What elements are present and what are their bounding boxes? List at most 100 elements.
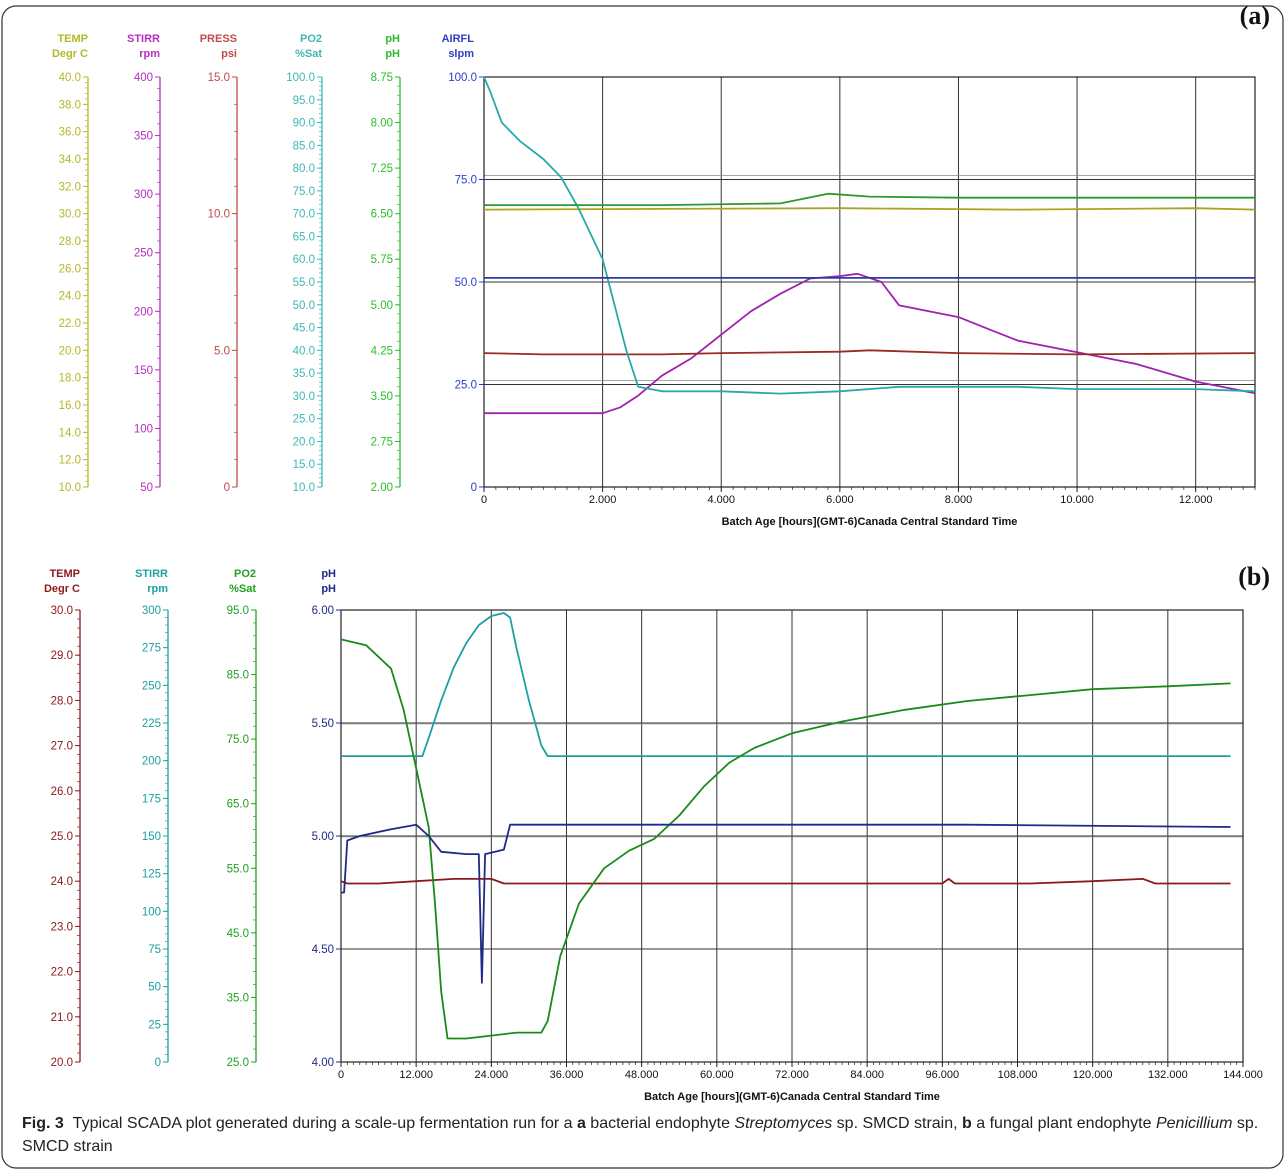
panel-b-axis-tick-label: 4.00 xyxy=(312,1057,334,1069)
panel-a-axis-tick-label: 150 xyxy=(134,365,153,377)
panel-a-axis-name: TEMP xyxy=(57,33,88,45)
panel-b-axis-tick-label: 300 xyxy=(142,605,161,617)
caption-italic-a: Streptomyces xyxy=(734,1115,833,1132)
panel-b-axis-tick-label: 25 xyxy=(148,1019,161,1031)
panel-a-axis-tick-label: 5.00 xyxy=(371,300,393,312)
panel-a-x-tick-label: 8.000 xyxy=(945,494,973,506)
panel-b-x-tick-label: 96.000 xyxy=(926,1069,960,1081)
panel-a-axis-tick-label: 100.0 xyxy=(448,72,477,84)
caption-text-2: bacterial endophyte xyxy=(585,1115,735,1132)
panel-a-x-tick-label: 12.000 xyxy=(1179,494,1213,506)
panel-b-axis-tick-label: 22.0 xyxy=(51,967,73,979)
panel-a-series-po2 xyxy=(483,76,1256,395)
panel-a-axis-tick-label: 85.0 xyxy=(293,140,315,152)
panel-b-axis-tick-label: 65.0 xyxy=(227,799,249,811)
panel-a-axis-unit: %Sat xyxy=(295,48,322,60)
caption-fig-label: Fig. 3 xyxy=(22,1115,64,1132)
panel-b-axis-tick-label: 250 xyxy=(142,680,161,692)
panel-a-axis-tick-label: 18.0 xyxy=(59,373,81,385)
panel-b-axis-tick-label: 100 xyxy=(142,906,161,918)
panel-b-series-stirr xyxy=(341,612,1231,757)
panel-a-axis-tick-label: 30.0 xyxy=(59,209,81,221)
panel-a-axis-tick-label: 8.00 xyxy=(371,118,393,130)
panel-a-axis-tick-label: 200 xyxy=(134,306,153,318)
panel-b-label: (b) xyxy=(1238,562,1270,591)
panel-b-axis-tick-label: 29.0 xyxy=(51,650,73,662)
panel-b-axis-unit: %Sat xyxy=(229,583,256,595)
caption-text-3: sp. SMCD strain, xyxy=(832,1115,963,1132)
panel-a-axis-tick-label: 34.0 xyxy=(59,154,81,166)
panel-a-axis-unit: pH xyxy=(385,48,400,60)
panel-a-axis-tick-label: 50 xyxy=(140,482,153,494)
panel-b-axis-tick-label: 55.0 xyxy=(227,863,249,875)
panel-a-axis-tick-label: 100 xyxy=(134,423,153,435)
figure-caption: Fig. 3 Typical SCADA plot generated duri… xyxy=(22,1112,1272,1158)
panel-b-axis-tick-label: 24.0 xyxy=(51,876,73,888)
panel-a-axis-unit: slpm xyxy=(448,48,474,60)
panel-b-axis-unit: pH xyxy=(321,583,336,595)
panel-b-series-ph xyxy=(341,823,1231,984)
panel-b-x-tick-label: 48.000 xyxy=(625,1069,659,1081)
panel-a-axis-tick-label: 20.0 xyxy=(59,345,81,357)
panel-b-axis-tick-label: 30.0 xyxy=(51,605,73,617)
panel-a-axis-tick-label: 20.0 xyxy=(293,436,315,448)
panel-b-x-tick-label: 12.000 xyxy=(399,1069,433,1081)
panel-b-axis-tick-label: 125 xyxy=(142,869,161,881)
panel-a-axis-tick-label: 0 xyxy=(224,482,230,494)
panel-a-axis-tick-label: 32.0 xyxy=(59,181,81,193)
panel-a-axis-tick-label: 25.0 xyxy=(293,414,315,426)
panel-b-axis-tick-label: 6.00 xyxy=(312,605,334,617)
panel-a-axis-tick-label: 15.0 xyxy=(208,72,230,84)
figure-border xyxy=(1,5,1284,1169)
panel-a-axis-tick-label: 5.0 xyxy=(214,345,230,357)
panel-b-x-tick-label: 84.000 xyxy=(850,1069,884,1081)
panel-b-x-tick-label: 132.000 xyxy=(1148,1069,1188,1081)
panel-b-axis-name: pH xyxy=(321,568,336,580)
panel-a-axis-tick-label: 2.00 xyxy=(371,482,393,494)
panel-b-axis-tick-label: 275 xyxy=(142,643,161,655)
panel-b-axis-tick-label: 75 xyxy=(148,944,161,956)
panel-a-label: (a) xyxy=(1240,1,1270,30)
panel-b-axis-tick-label: 75.0 xyxy=(227,734,249,746)
panel-a-axis-tick-label: 7.25 xyxy=(371,163,393,175)
panel-a-axis-name: AIRFL xyxy=(442,33,475,45)
panel-b-x-tick-label: 108.000 xyxy=(998,1069,1038,1081)
panel-b-x-tick-label: 36.000 xyxy=(550,1069,584,1081)
panel-a-axis-tick-label: 45.0 xyxy=(293,323,315,335)
caption-italic-b: Penicillium xyxy=(1155,1115,1233,1132)
panel-b-axis-tick-label: 23.0 xyxy=(51,921,73,933)
panel-a-axis-name: pH xyxy=(385,33,400,45)
panel-a-series-press xyxy=(483,349,1256,356)
panel-b-axis-name: STIRR xyxy=(135,568,168,580)
panel-b-x-tick-label: 0 xyxy=(338,1069,344,1081)
panel-b-axis-tick-label: 27.0 xyxy=(51,741,73,753)
panel-b-axis-tick-label: 225 xyxy=(142,718,161,730)
panel-b-axis-unit: rpm xyxy=(147,583,168,595)
panel-a-axis-tick-label: 300 xyxy=(134,189,153,201)
panel-a-axis-unit: Degr C xyxy=(52,48,88,60)
panel-b-axis-tick-label: 4.50 xyxy=(312,944,334,956)
panel-b-x-tick-label: 72.000 xyxy=(775,1069,809,1081)
panel-b-axis-tick-label: 50 xyxy=(148,982,161,994)
panel-b-x-tick-label: 144.000 xyxy=(1223,1069,1263,1081)
panel-a-axis-name: PRESS xyxy=(200,33,237,45)
panel-b-axis-tick-label: 0 xyxy=(155,1057,161,1069)
panel-a-x-tick-label: 2.000 xyxy=(589,494,617,506)
panel-a-axis-name: STIRR xyxy=(127,33,160,45)
panel-a-axis-tick-label: 28.0 xyxy=(59,236,81,248)
panel-b-axis-name: PO2 xyxy=(234,568,256,580)
panel-b-axis-tick-label: 20.0 xyxy=(51,1057,73,1069)
panel-a-axis-tick-label: 90.0 xyxy=(293,118,315,130)
panel-a-axis-tick-label: 50.0 xyxy=(455,277,477,289)
panel-a-axis-tick-label: 22.0 xyxy=(59,318,81,330)
panel-a-axis-tick-label: 14.0 xyxy=(59,427,81,439)
panel-a-axis-tick-label: 75.0 xyxy=(293,186,315,198)
panel-b-series-po2 xyxy=(340,638,1231,1040)
panel-b-axis-tick-label: 85.0 xyxy=(227,670,249,682)
caption-bold-b: b xyxy=(962,1115,972,1132)
panel-b-axis-tick-label: 5.00 xyxy=(312,831,334,843)
panel-a-axis-tick-label: 4.25 xyxy=(371,345,393,357)
panel-a-axis-tick-label: 65.0 xyxy=(293,231,315,243)
panel-a-axis-tick-label: 10.0 xyxy=(293,482,315,494)
